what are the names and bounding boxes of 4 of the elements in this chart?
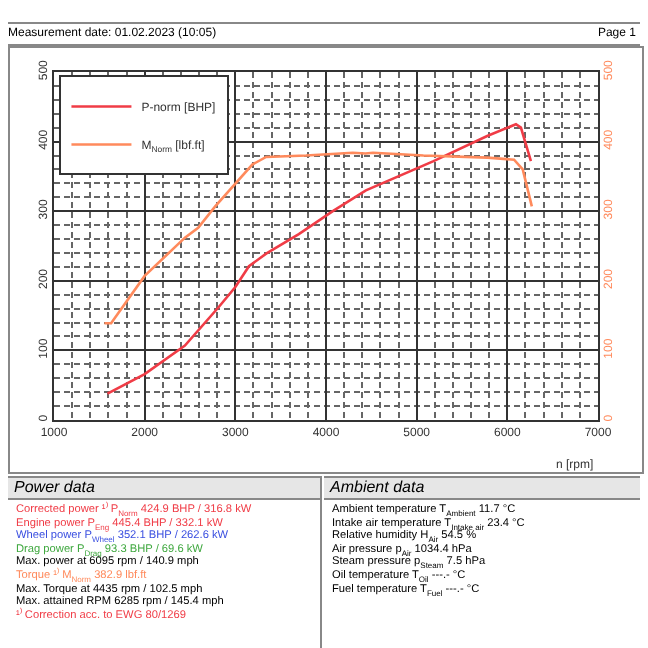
text: Power data (8, 476, 320, 500)
text: Ambient data (324, 476, 640, 500)
line-series (103, 151, 534, 325)
line-series (106, 122, 533, 395)
